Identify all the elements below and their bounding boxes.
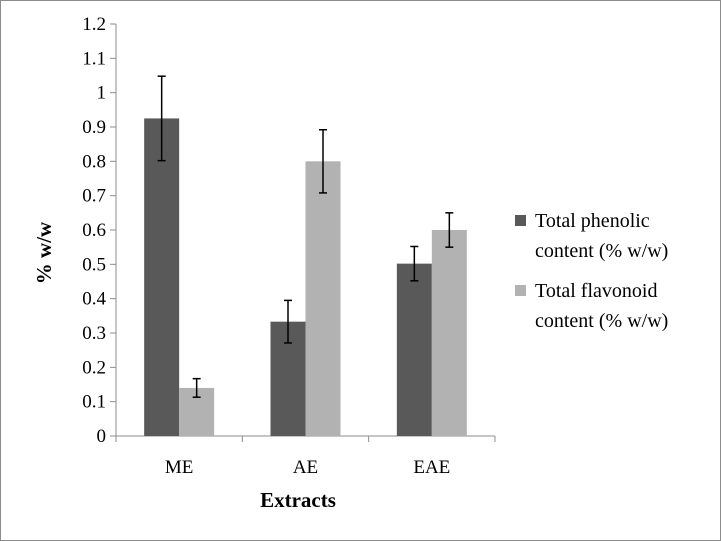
y-tick-label: 0.8 <box>82 151 106 172</box>
y-tick-label: 0.2 <box>82 357 106 378</box>
bar <box>431 230 467 436</box>
y-tick-label: 1 <box>97 83 107 104</box>
x-tick-label: AE <box>293 457 318 478</box>
legend-swatch <box>515 215 526 226</box>
y-tick-label: 0.9 <box>82 117 106 138</box>
legend-entry-label: Total flavonoid content (% w/w) <box>535 280 668 332</box>
y-tick-label: 0.4 <box>82 289 106 310</box>
error-bars <box>157 75 454 398</box>
y-tick-label: 0.6 <box>82 220 106 241</box>
y-tick-label: 0.7 <box>82 186 106 207</box>
y-tick-label: 1.1 <box>82 48 106 69</box>
y-axis-title: % w/w <box>32 221 56 284</box>
axes: 0 0.1 0.2 0.3 0.4 0.5 0.6 0.7 0.8 0.9 1 1.1 1.2 ME AE E… <box>82 14 496 478</box>
y-tick-label: 0 <box>97 426 107 447</box>
bar <box>396 263 432 436</box>
legend-swatch <box>515 285 526 296</box>
x-tick-label: EAE <box>413 457 450 478</box>
legend: Total phenolic content (% w/w) Total flavo… <box>515 210 668 332</box>
legend-entry-label: Total phenolic content (% w/w) <box>535 210 668 262</box>
bars <box>144 118 467 437</box>
y-tick-label: 0.1 <box>82 392 106 413</box>
x-tick-label: ME <box>165 457 194 478</box>
bar <box>144 118 180 437</box>
bar <box>305 161 341 437</box>
y-tick-label: 0.5 <box>82 254 106 275</box>
y-tick-label: 1.2 <box>82 14 106 35</box>
x-axis-title: Extracts <box>260 488 336 512</box>
y-tick-label: 0.3 <box>82 323 106 344</box>
